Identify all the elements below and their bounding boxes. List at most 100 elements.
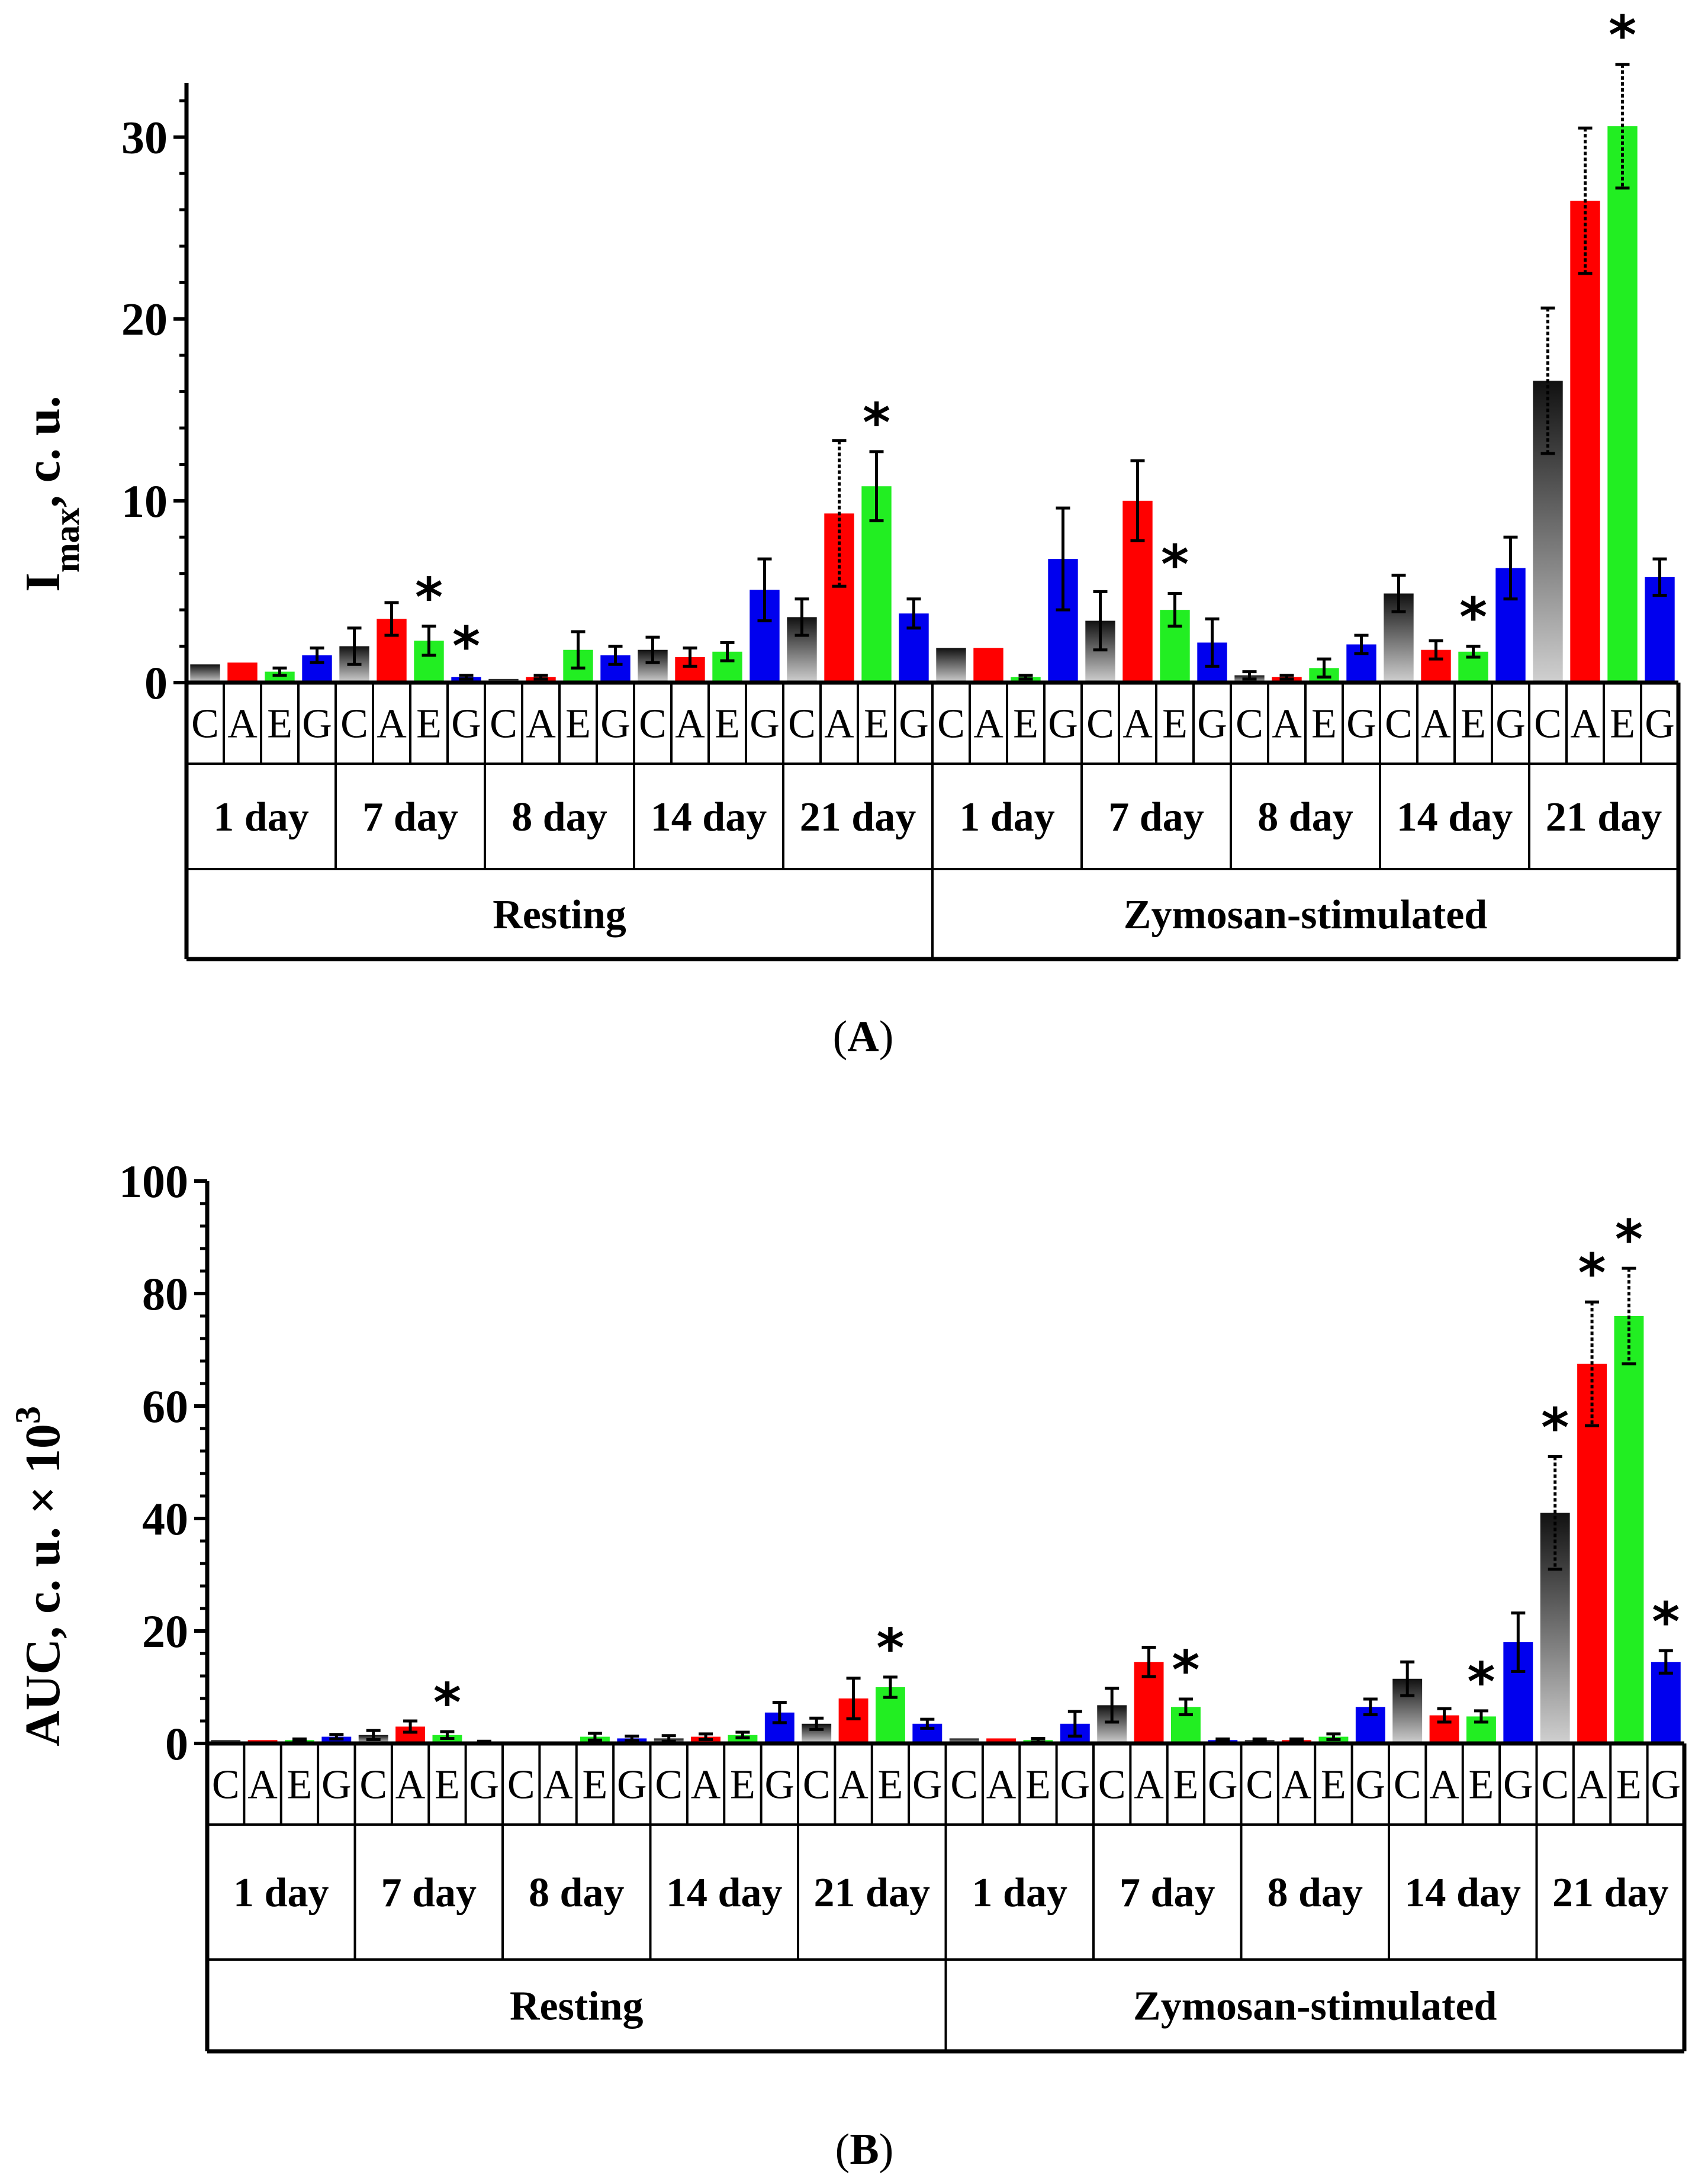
group-letter-G: G — [321, 1762, 352, 1808]
group-letter-G: G — [1060, 1762, 1091, 1808]
group-letter-E: E — [583, 1762, 608, 1808]
y-tick-label-60: 60 — [142, 1381, 188, 1432]
group-letter-G: G — [1346, 702, 1376, 747]
group-letter-G: G — [912, 1762, 943, 1808]
group-letter-G: G — [899, 702, 929, 747]
group-letter-A: A — [1272, 702, 1302, 747]
day-label-2: 7 day — [362, 794, 458, 840]
y-tick-label-20: 20 — [121, 294, 168, 345]
day-label-10: 21 day — [1546, 794, 1662, 840]
group-letter-E: E — [715, 702, 740, 747]
day-label-9: 14 day — [1405, 1870, 1521, 1916]
group-letter-G: G — [302, 702, 332, 747]
day-label-4: 14 day — [651, 794, 767, 840]
bar-C-36 — [1540, 1513, 1570, 1743]
significance-star-26: * — [1161, 534, 1189, 596]
day-label-9: 14 day — [1397, 794, 1513, 840]
group-letter-G: G — [1651, 1762, 1681, 1808]
y-tick-label-0: 0 — [165, 1718, 188, 1770]
group-letter-E: E — [1469, 1762, 1494, 1808]
group-letter-A: A — [227, 702, 258, 747]
day-label-2: 7 day — [381, 1870, 477, 1916]
bar-C-20 — [949, 1738, 979, 1743]
group-letter-A: A — [986, 1762, 1017, 1808]
panel-a-bars: ****** — [190, 5, 1675, 683]
group-letter-G: G — [765, 1762, 795, 1808]
group-letter-C: C — [1385, 702, 1413, 747]
group-letter-C: C — [655, 1762, 683, 1808]
group-letter-E: E — [565, 702, 591, 747]
group-letter-G: G — [1503, 1762, 1533, 1808]
significance-star-38: * — [1615, 1208, 1643, 1270]
group-letter-E: E — [1013, 702, 1038, 747]
group-letter-E: E — [864, 702, 889, 747]
group-letter-C: C — [950, 1762, 978, 1808]
panel-b-axes: 0 20 40 60 80 100 — [119, 1156, 210, 1770]
bar-E-38 — [1614, 1316, 1644, 1743]
significance-star-7: * — [452, 616, 480, 678]
group-letter-E: E — [267, 702, 292, 747]
day-label-6: 1 day — [959, 794, 1054, 840]
day-label-6: 1 day — [972, 1870, 1067, 1916]
group-letter-G: G — [1645, 702, 1675, 747]
bar-A-37 — [1570, 201, 1600, 683]
group-letter-G: G — [469, 1762, 500, 1808]
group-letter-C: C — [803, 1762, 831, 1808]
group-letter-A: A — [1282, 1762, 1312, 1808]
group-letter-E: E — [1311, 702, 1337, 747]
significance-star-18: * — [863, 392, 890, 454]
group-letter-E: E — [287, 1762, 313, 1808]
group-letter-A: A — [1429, 1762, 1459, 1808]
group-letter-G: G — [1048, 702, 1078, 747]
group-letter-E: E — [1173, 1762, 1199, 1808]
bar-C-36 — [1533, 381, 1563, 683]
group-letter-C: C — [1541, 1762, 1569, 1808]
group-letter-A: A — [543, 1762, 573, 1808]
y-tick-label-40: 40 — [142, 1493, 188, 1545]
significance-star-18: * — [876, 1617, 904, 1680]
significance-star-26: * — [1172, 1639, 1199, 1701]
day-label-10: 21 day — [1552, 1870, 1668, 1916]
group-letter-C: C — [1534, 702, 1562, 747]
group-letter-E: E — [730, 1762, 755, 1808]
group-letter-C: C — [212, 1762, 240, 1808]
group-letter-E: E — [416, 702, 442, 747]
group-letter-C: C — [1246, 1762, 1273, 1808]
significance-star-36: * — [1541, 1397, 1569, 1459]
day-label-7: 7 day — [1120, 1870, 1215, 1916]
panel-a-y-axis-label: Imax, c. u. — [15, 395, 86, 592]
day-label-1: 1 day — [213, 794, 308, 840]
group-letter-A: A — [1577, 1762, 1607, 1808]
panel-a-ylabel-sub: max — [47, 507, 86, 572]
group-letter-C: C — [191, 702, 219, 747]
group-letter-C: C — [359, 1762, 387, 1808]
group-letter-A: A — [691, 1762, 721, 1808]
group-letter-A: A — [1421, 702, 1451, 747]
group-letter-A: A — [1570, 702, 1600, 747]
group-letter-G: G — [1197, 702, 1227, 747]
panel-b-y-axis-label: AUC, c. u. × 103 — [8, 1406, 70, 1746]
significance-star-34: * — [1467, 1651, 1495, 1713]
group-letter-E: E — [1025, 1762, 1051, 1808]
group-letter-G: G — [750, 702, 780, 747]
group-letter-A: A — [838, 1762, 869, 1808]
y-tick-label-80: 80 — [142, 1268, 188, 1320]
group-letter-C: C — [639, 702, 667, 747]
panel-a-label-letter: A — [847, 1012, 879, 1061]
y-tick-label-10: 10 — [121, 475, 168, 527]
panel-a-ylabel-main: I — [15, 572, 70, 592]
panel-b-bars: ** * ***** — [211, 1208, 1681, 1744]
day-label-1: 1 day — [233, 1870, 329, 1916]
group-letter-E: E — [1610, 702, 1635, 747]
group-letter-C: C — [937, 702, 965, 747]
panel-a-label-open: ( — [833, 1012, 848, 1061]
group-letter-A: A — [973, 702, 1003, 747]
panel-a-axes: 0 10 20 30 — [121, 83, 189, 709]
panel-b-label-letter: B — [850, 2125, 879, 2174]
group-letter-A: A — [1134, 1762, 1164, 1808]
group-letter-E: E — [878, 1762, 903, 1808]
group-letter-C: C — [1394, 1762, 1421, 1808]
group-letter-C: C — [1098, 1762, 1126, 1808]
